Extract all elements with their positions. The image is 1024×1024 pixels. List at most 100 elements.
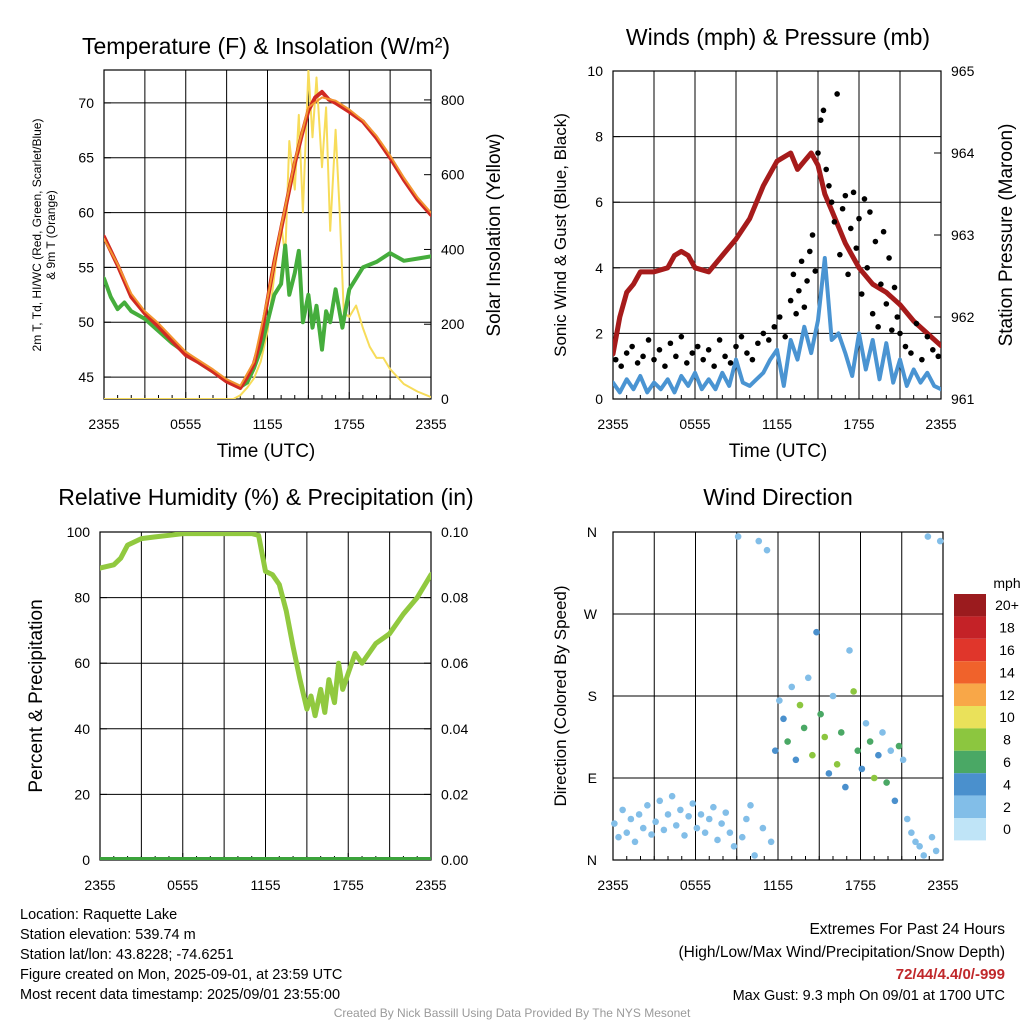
direction-point: [660, 826, 668, 834]
direction-point: [928, 833, 936, 841]
direction-point: [693, 824, 701, 832]
y2-tick-label: 0.02: [441, 786, 468, 802]
direction-point: [916, 843, 923, 850]
recent-data-text: Most recent data timestamp: 2025/09/01 2…: [20, 987, 341, 1003]
gust-point: [809, 232, 816, 238]
direction-point: [862, 720, 870, 727]
series-line-insolation: [104, 70, 431, 399]
direction-point: [639, 824, 647, 832]
y-tick-label: 50: [78, 314, 94, 330]
direction-point: [792, 756, 800, 764]
y2-axis-label: Station Pressure (Maroon): [996, 124, 1017, 347]
direction-point: [763, 546, 771, 554]
direction-point: [705, 815, 713, 823]
gust-point: [864, 265, 870, 271]
x-tick-label: 2355: [415, 416, 446, 432]
direction-point: [821, 733, 829, 741]
legend-swatch: [954, 818, 986, 841]
direction-point: [846, 647, 853, 654]
gust-point: [853, 245, 860, 251]
direction-point: [829, 692, 837, 700]
x-tick-label: 2355: [597, 877, 628, 893]
direction-point: [895, 742, 903, 750]
legend-label: 20+: [995, 597, 1019, 613]
direction-point: [767, 838, 775, 846]
gust-point: [919, 356, 925, 363]
direction-point: [631, 838, 639, 846]
gust-point: [831, 219, 838, 225]
gust-point: [930, 347, 936, 353]
legend-swatch: [954, 706, 986, 729]
y-tick-label: 70: [78, 95, 94, 111]
y-axis-label: Direction (Colored By Speed): [551, 585, 570, 806]
created-text: Figure created on Mon, 2025-09-01, at 23…: [20, 967, 343, 983]
y-tick-label: 6: [595, 194, 603, 210]
gust-point: [858, 291, 865, 297]
gust-point: [733, 343, 739, 350]
y-tick-label: 55: [78, 259, 94, 275]
legend-swatch: [954, 728, 986, 751]
x-tick-label: 2355: [88, 416, 119, 432]
y2-tick-label: 0.06: [441, 655, 468, 671]
y-tick-label: 2: [595, 325, 603, 341]
legend-swatch: [954, 661, 986, 684]
gust-point: [678, 333, 685, 340]
legend-swatch: [954, 750, 986, 774]
gust-point: [889, 327, 895, 333]
direction-point: [718, 820, 725, 827]
x-tick-label: 1155: [762, 416, 792, 432]
direction-point: [850, 688, 857, 695]
x-axis-label: Time (UTC): [217, 441, 316, 462]
gust-point: [760, 330, 767, 337]
legend-label: 16: [999, 642, 1015, 658]
x-tick-label: 0555: [167, 877, 198, 893]
x-tick-label: 0555: [680, 877, 711, 893]
y2-tick-label: 400: [441, 241, 465, 257]
legend-swatch: [954, 594, 986, 617]
gust-point: [828, 199, 835, 205]
gust-point: [755, 340, 761, 347]
gust-point: [913, 320, 920, 327]
direction-point: [842, 783, 849, 791]
direction-point: [936, 537, 944, 545]
gust-point: [845, 271, 851, 278]
direction-point: [714, 836, 721, 844]
gust-point: [662, 363, 668, 370]
direction-point: [668, 792, 676, 800]
direction-point: [743, 815, 750, 823]
gust-point: [623, 350, 630, 356]
direction-point: [796, 701, 804, 709]
direction-point: [932, 847, 940, 855]
direction-point: [734, 533, 742, 540]
y-tick-label: 8: [595, 129, 603, 145]
gust-point: [869, 310, 876, 317]
direction-point: [685, 812, 692, 820]
gust-point: [861, 196, 868, 202]
gust-point: [826, 183, 832, 189]
series-line-rh: [100, 532, 431, 719]
extremes-subtitle: (High/Low/Max Wind/Precipitation/Snow De…: [678, 944, 1006, 961]
y-axis-label: Percent & Precipitation: [26, 599, 47, 792]
y-tick-label: 65: [78, 150, 94, 166]
gust-point: [684, 360, 690, 366]
direction-point: [738, 833, 746, 841]
direction-point: [755, 537, 763, 545]
y-tick-label: 40: [74, 721, 90, 737]
direction-point: [726, 829, 734, 836]
legend-label: 12: [999, 687, 1015, 703]
direction-point: [771, 747, 779, 754]
gust-point: [807, 248, 813, 255]
legend-label: 6: [1003, 754, 1011, 770]
y-tick-label: N: [587, 852, 597, 868]
y2-tick-label: 963: [951, 227, 975, 243]
gust-point: [880, 228, 887, 235]
direction-point: [788, 683, 796, 691]
y-tick-label: 60: [78, 205, 94, 221]
direction-point: [899, 756, 907, 764]
gust-point: [837, 251, 843, 258]
chart-title: Winds (mph) & Pressure (mb): [626, 24, 930, 50]
direction-point: [759, 824, 767, 832]
gust-point: [886, 255, 892, 261]
legend-swatch: [954, 638, 986, 662]
